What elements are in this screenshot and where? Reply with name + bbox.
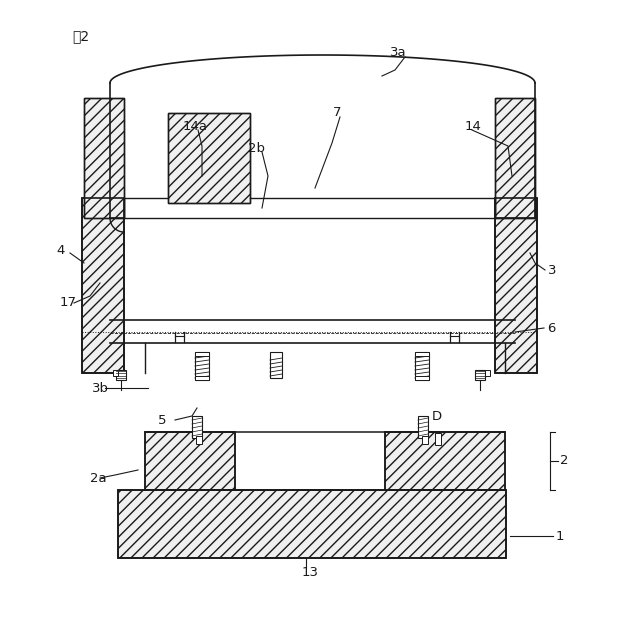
Bar	[145, 432, 235, 490]
Bar	[495, 98, 535, 218]
Bar	[475, 370, 485, 380]
Bar	[113, 370, 118, 376]
Bar	[84, 98, 124, 218]
Text: 3: 3	[548, 263, 557, 276]
Bar	[415, 352, 429, 380]
Text: 4: 4	[56, 244, 64, 256]
Text: 7: 7	[333, 107, 341, 119]
Text: 13: 13	[302, 567, 319, 579]
Bar	[195, 352, 209, 356]
Bar	[422, 436, 428, 444]
Bar	[485, 370, 490, 376]
Bar	[168, 113, 250, 203]
Bar	[385, 432, 505, 490]
Bar	[118, 490, 506, 558]
Bar	[495, 198, 537, 373]
Text: 6: 6	[547, 322, 555, 334]
Text: D: D	[432, 410, 442, 422]
Bar	[82, 198, 124, 373]
Bar	[495, 198, 537, 373]
Bar	[385, 432, 505, 490]
Text: 2b: 2b	[248, 142, 265, 154]
Bar	[145, 432, 235, 490]
Text: 3b: 3b	[92, 382, 109, 394]
Bar	[116, 370, 126, 380]
Bar	[270, 352, 282, 378]
Bar	[415, 352, 429, 356]
Text: 図2: 図2	[72, 29, 89, 43]
Bar	[195, 352, 209, 380]
Text: 1: 1	[556, 530, 565, 542]
Text: 2a: 2a	[90, 471, 106, 484]
Text: 14: 14	[465, 119, 482, 133]
Bar	[82, 198, 124, 373]
Text: 17: 17	[60, 297, 77, 309]
Bar	[196, 436, 202, 444]
Bar	[495, 98, 535, 218]
Text: 3a: 3a	[390, 47, 407, 59]
Bar	[195, 376, 209, 380]
Bar	[418, 416, 428, 438]
Bar	[84, 98, 124, 218]
Text: 14a: 14a	[183, 119, 208, 133]
Bar	[192, 416, 202, 438]
Text: 5: 5	[158, 413, 167, 426]
Bar	[435, 433, 441, 445]
Text: 2: 2	[560, 454, 569, 468]
Bar	[415, 376, 429, 380]
Bar	[118, 490, 506, 558]
Bar	[168, 113, 250, 203]
